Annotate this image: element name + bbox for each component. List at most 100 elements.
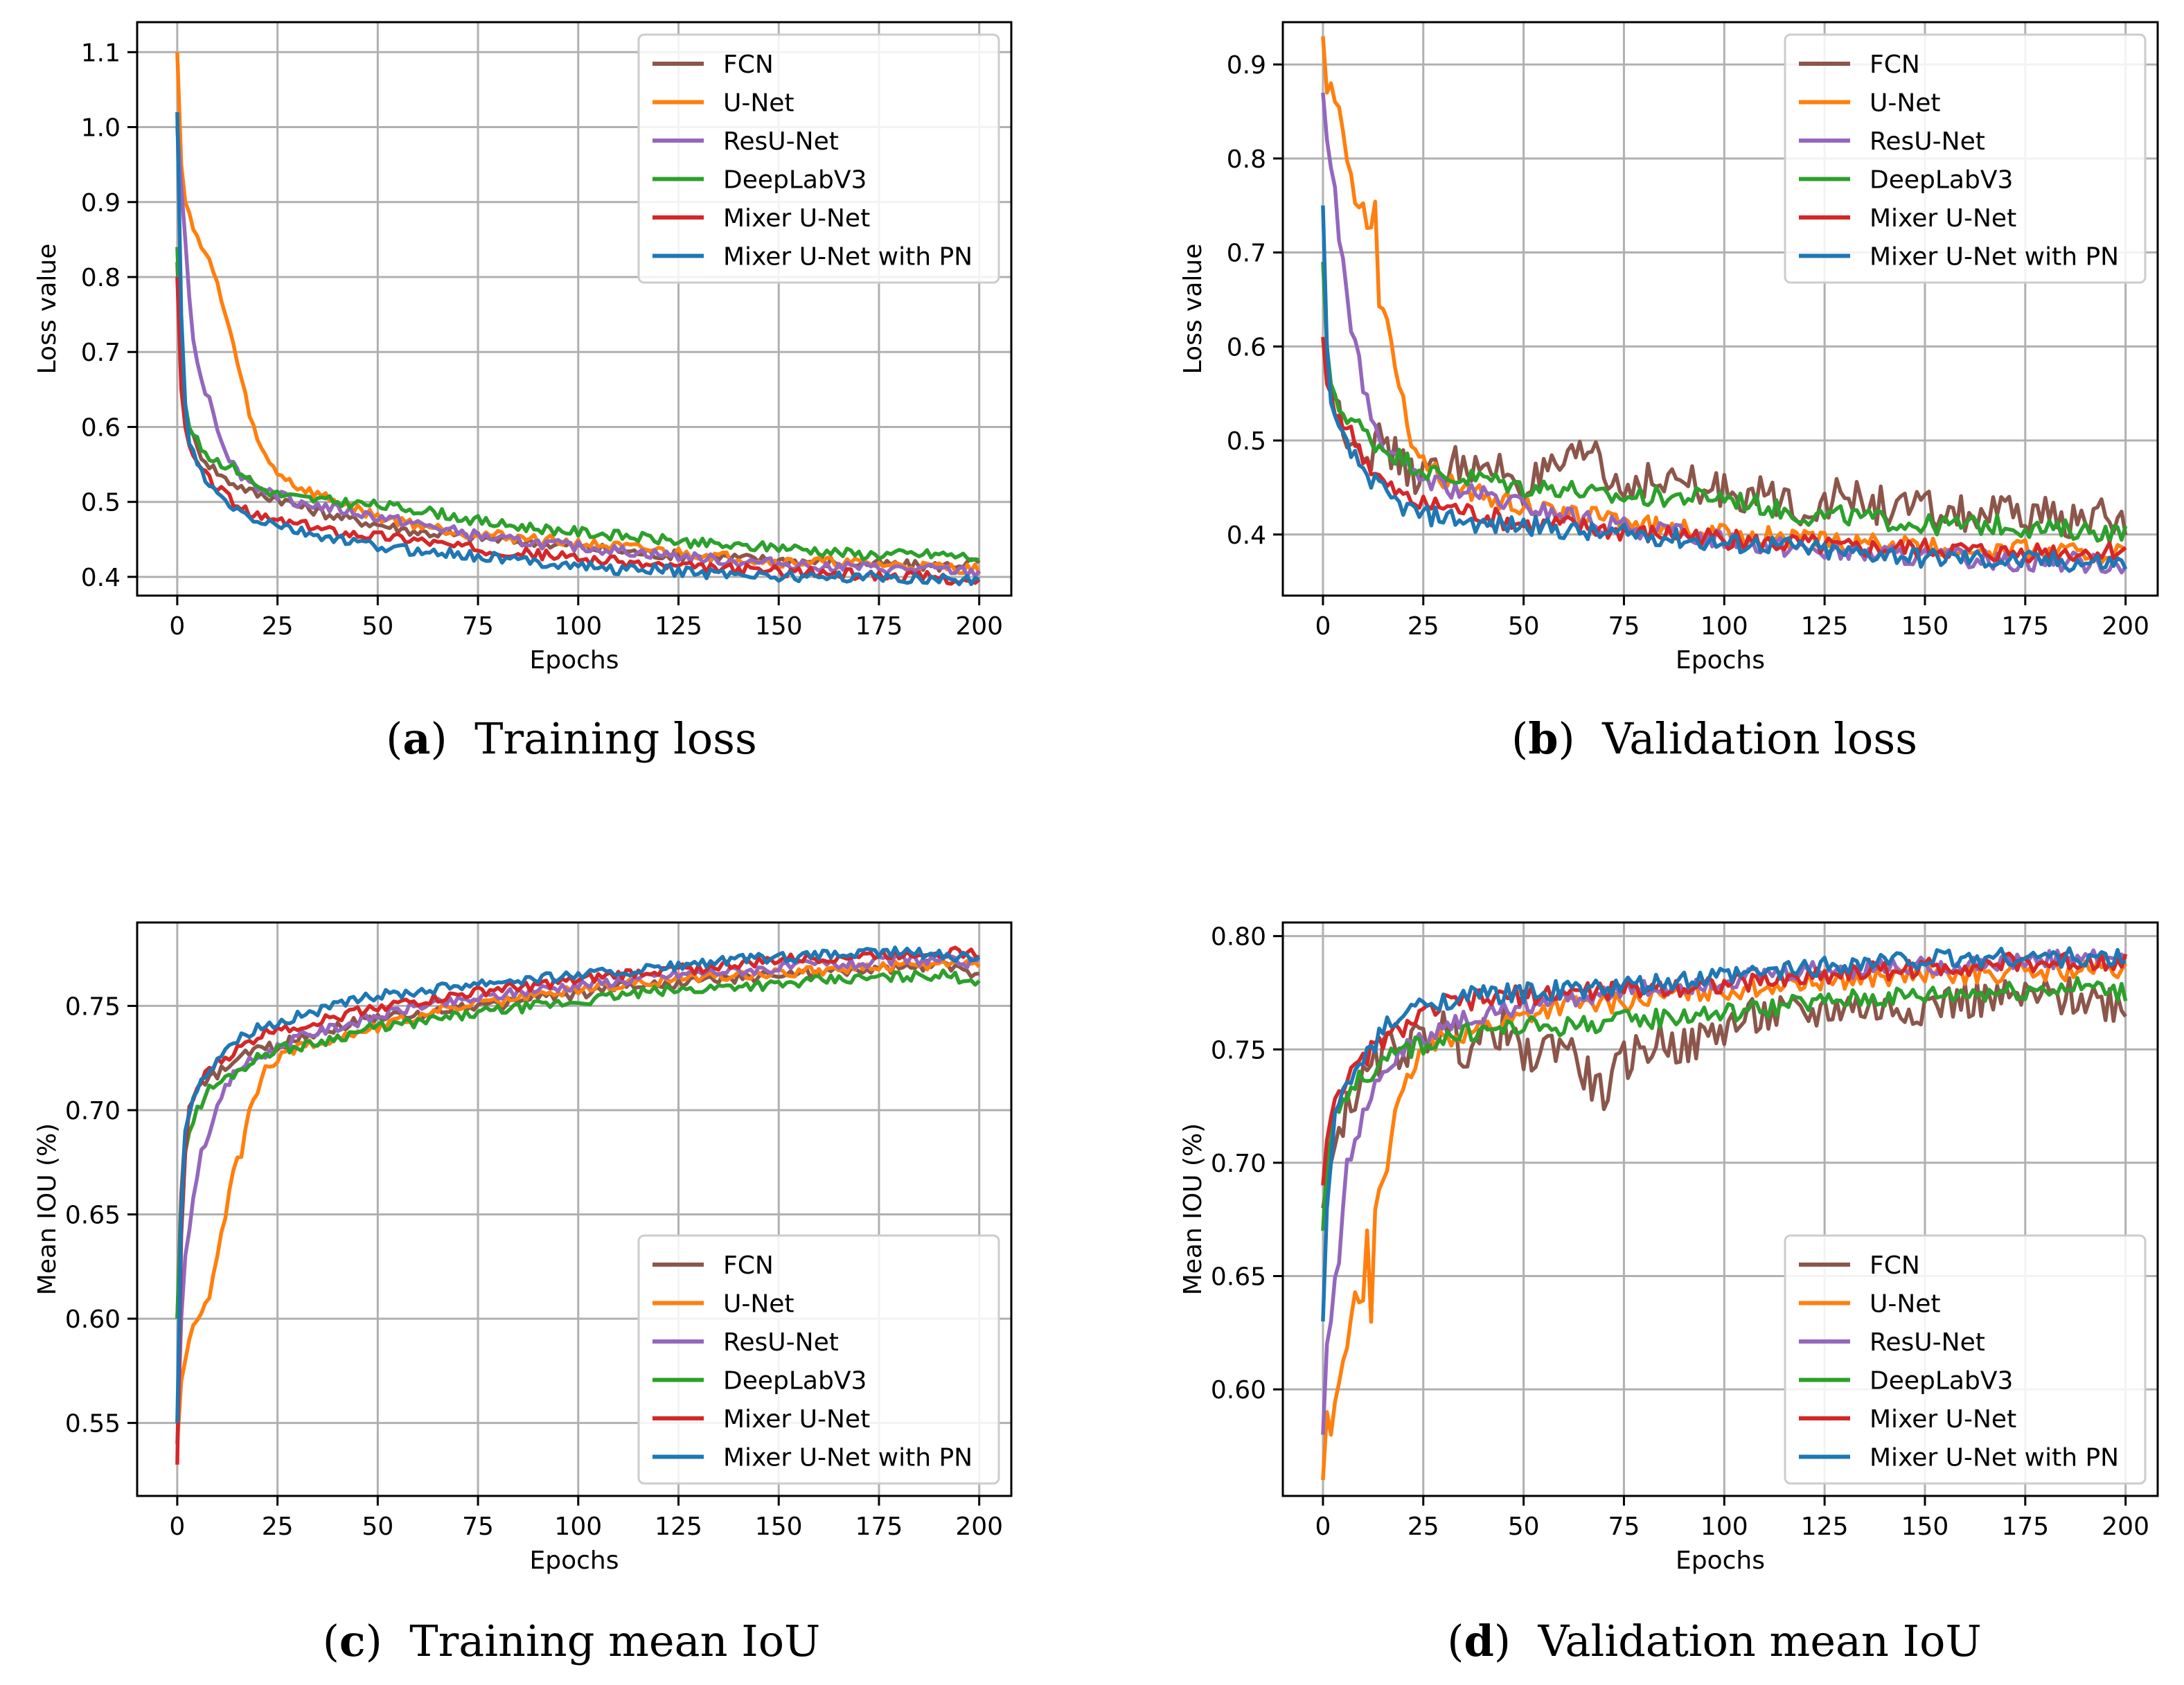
- x-tick-label: 150: [1901, 612, 1949, 641]
- x-tick-label: 175: [2001, 1513, 2049, 1541]
- x-tick-label: 125: [1801, 612, 1849, 641]
- legend-label: FCN: [1870, 1251, 1920, 1280]
- x-tick-label: 0: [1315, 1513, 1331, 1541]
- x-axis-label: Epochs: [1676, 1546, 1765, 1575]
- y-tick-label: 0.65: [1211, 1263, 1266, 1292]
- legend-label: U-Net: [1870, 1290, 1941, 1319]
- x-tick-label: 175: [855, 612, 903, 641]
- panel-validation-loss: 0 25 50 75 100 125 150 175 200 0.4 0.5 0.6 0.7 0.8 0.9…: [1179, 21, 2159, 675]
- x-axis-label: Epochs: [530, 1546, 619, 1575]
- x-tick-label: 100: [1701, 1513, 1748, 1541]
- panel-validation-mean-iou: 0 25 50 75 100 125 150 175 200 0.60 0.65 0.70 0.75 0.…: [1179, 921, 2159, 1575]
- x-tick-label: 50: [1508, 612, 1540, 641]
- y-tick-label: 0.75: [65, 992, 121, 1021]
- x-tick-label: 200: [955, 612, 1003, 641]
- x-tick-label: 125: [655, 1513, 702, 1541]
- legend-label: DeepLabV3: [1870, 1367, 2013, 1396]
- y-tick-label: 0.9: [1227, 51, 1266, 80]
- y-tick-label: 0.70: [1211, 1150, 1266, 1178]
- y-tick-label: 0.8: [1227, 145, 1266, 174]
- legend-box: [637, 33, 1000, 284]
- x-tick-label: 150: [1901, 1513, 1949, 1541]
- y-tick-label: 0.55: [65, 1410, 121, 1438]
- y-tick-label: 0.5: [81, 489, 121, 517]
- y-axis-label: Mean IOU (%): [33, 1123, 62, 1296]
- caption-d: (d) Validation mean IoU: [1447, 1616, 1982, 1666]
- y-axis-label: Loss value: [1179, 244, 1207, 375]
- x-tick-label: 0: [169, 612, 185, 641]
- y-tick-label: 0.75: [1211, 1036, 1266, 1064]
- legend-label: FCN: [723, 1251, 774, 1280]
- legend-label: DeepLabV3: [1870, 166, 2013, 195]
- x-tick-label: 25: [1408, 612, 1439, 641]
- legend-box: [1784, 33, 2147, 284]
- x-tick-label: 75: [1608, 1513, 1640, 1541]
- x-tick-label: 25: [262, 1513, 294, 1541]
- axes-frame: [136, 21, 1013, 597]
- x-tick-label: 75: [1608, 612, 1640, 641]
- axes-frame: [1281, 921, 2159, 1497]
- series-line-mixer-u-net: [175, 945, 980, 1465]
- axes-frame: [1281, 21, 2159, 597]
- y-tick-label: 0.4: [81, 564, 121, 592]
- legend-label: Mixer U-Net: [1870, 1405, 2016, 1434]
- legend: FCN U-Net ResU-Net DeepLabV3 Mixer U-Net Mixe…: [637, 1234, 1000, 1485]
- panel-training-loss: 0 25 50 75 100 125 150 175 200 0.4 0.5 0.6 0.7 0.8 0.9…: [33, 21, 1013, 675]
- series-line-mixer-u-net-with-pn: [175, 112, 980, 587]
- caption-a: (a) Training loss: [386, 713, 757, 764]
- y-tick-label: 1.1: [81, 39, 121, 67]
- series-line-resu-net: [175, 954, 979, 1444]
- x-tick-label: 75: [462, 1513, 494, 1541]
- y-axis-label: Mean IOU (%): [1179, 1123, 1207, 1296]
- x-tick-label: 100: [554, 612, 602, 641]
- x-tick-label: 50: [362, 612, 393, 641]
- x-tick-label: 175: [855, 1513, 903, 1541]
- legend-label: DeepLabV3: [723, 1367, 867, 1396]
- legend-box: [1784, 1234, 2147, 1485]
- y-tick-label: 0.80: [1211, 923, 1266, 952]
- series-line-deeplabv3: [175, 247, 980, 562]
- y-tick-label: 0.6: [81, 413, 121, 442]
- series-line-deeplabv3: [1321, 261, 2128, 545]
- series-line-resu-net: [175, 127, 981, 578]
- legend: FCN U-Net ResU-Net DeepLabV3 Mixer U-Net Mixe…: [637, 33, 1000, 284]
- legend-label: ResU-Net: [1870, 1328, 1985, 1357]
- legend-label: FCN: [723, 51, 774, 79]
- y-tick-label: 0.7: [1227, 240, 1266, 268]
- legend-label: ResU-Net: [723, 1328, 839, 1357]
- x-tick-label: 200: [955, 1513, 1003, 1541]
- y-tick-label: 0.4: [1227, 521, 1266, 550]
- x-tick-label: 25: [1408, 1513, 1439, 1541]
- series-line-mixer-u-net-with-pn: [1321, 946, 2127, 1322]
- x-tick-label: 25: [262, 612, 294, 641]
- axes-frame: [136, 921, 1013, 1497]
- x-tick-label: 100: [554, 1513, 602, 1541]
- legend-label: Mixer U-Net: [723, 1405, 870, 1434]
- x-axis-label: Epochs: [1676, 646, 1765, 675]
- legend-label: Mixer U-Net with PN: [723, 1444, 973, 1472]
- y-tick-label: 0.70: [65, 1097, 121, 1125]
- x-tick-label: 150: [755, 612, 803, 641]
- legend-label: Mixer U-Net with PN: [1870, 1444, 2119, 1472]
- x-tick-label: 0: [1315, 612, 1331, 641]
- x-tick-label: 75: [462, 612, 494, 641]
- x-tick-label: 125: [655, 612, 702, 641]
- legend-label: U-Net: [723, 89, 794, 118]
- series-line-mixer-u-net: [175, 276, 981, 586]
- x-tick-label: 150: [755, 1513, 803, 1541]
- y-tick-label: 0.6: [1227, 333, 1266, 362]
- y-tick-label: 0.8: [81, 264, 121, 292]
- legend-label: FCN: [1870, 51, 1920, 79]
- x-axis-label: Epochs: [530, 646, 619, 675]
- series-line-deeplabv3: [175, 968, 981, 1319]
- x-tick-label: 200: [2102, 612, 2149, 641]
- series-line-mixer-u-net-with-pn: [1321, 205, 2128, 573]
- y-tick-label: 1.0: [81, 114, 121, 143]
- y-tick-label: 0.9: [81, 189, 121, 217]
- panel-training-mean-iou: 0 25 50 75 100 125 150 175 200 0.55 0.60 0.65 0.70 0.…: [33, 921, 1013, 1575]
- caption-b: (b) Validation loss: [1511, 713, 1918, 764]
- legend-box: [637, 1234, 1000, 1485]
- y-axis-label: Loss value: [33, 244, 62, 375]
- x-tick-label: 0: [169, 1513, 185, 1541]
